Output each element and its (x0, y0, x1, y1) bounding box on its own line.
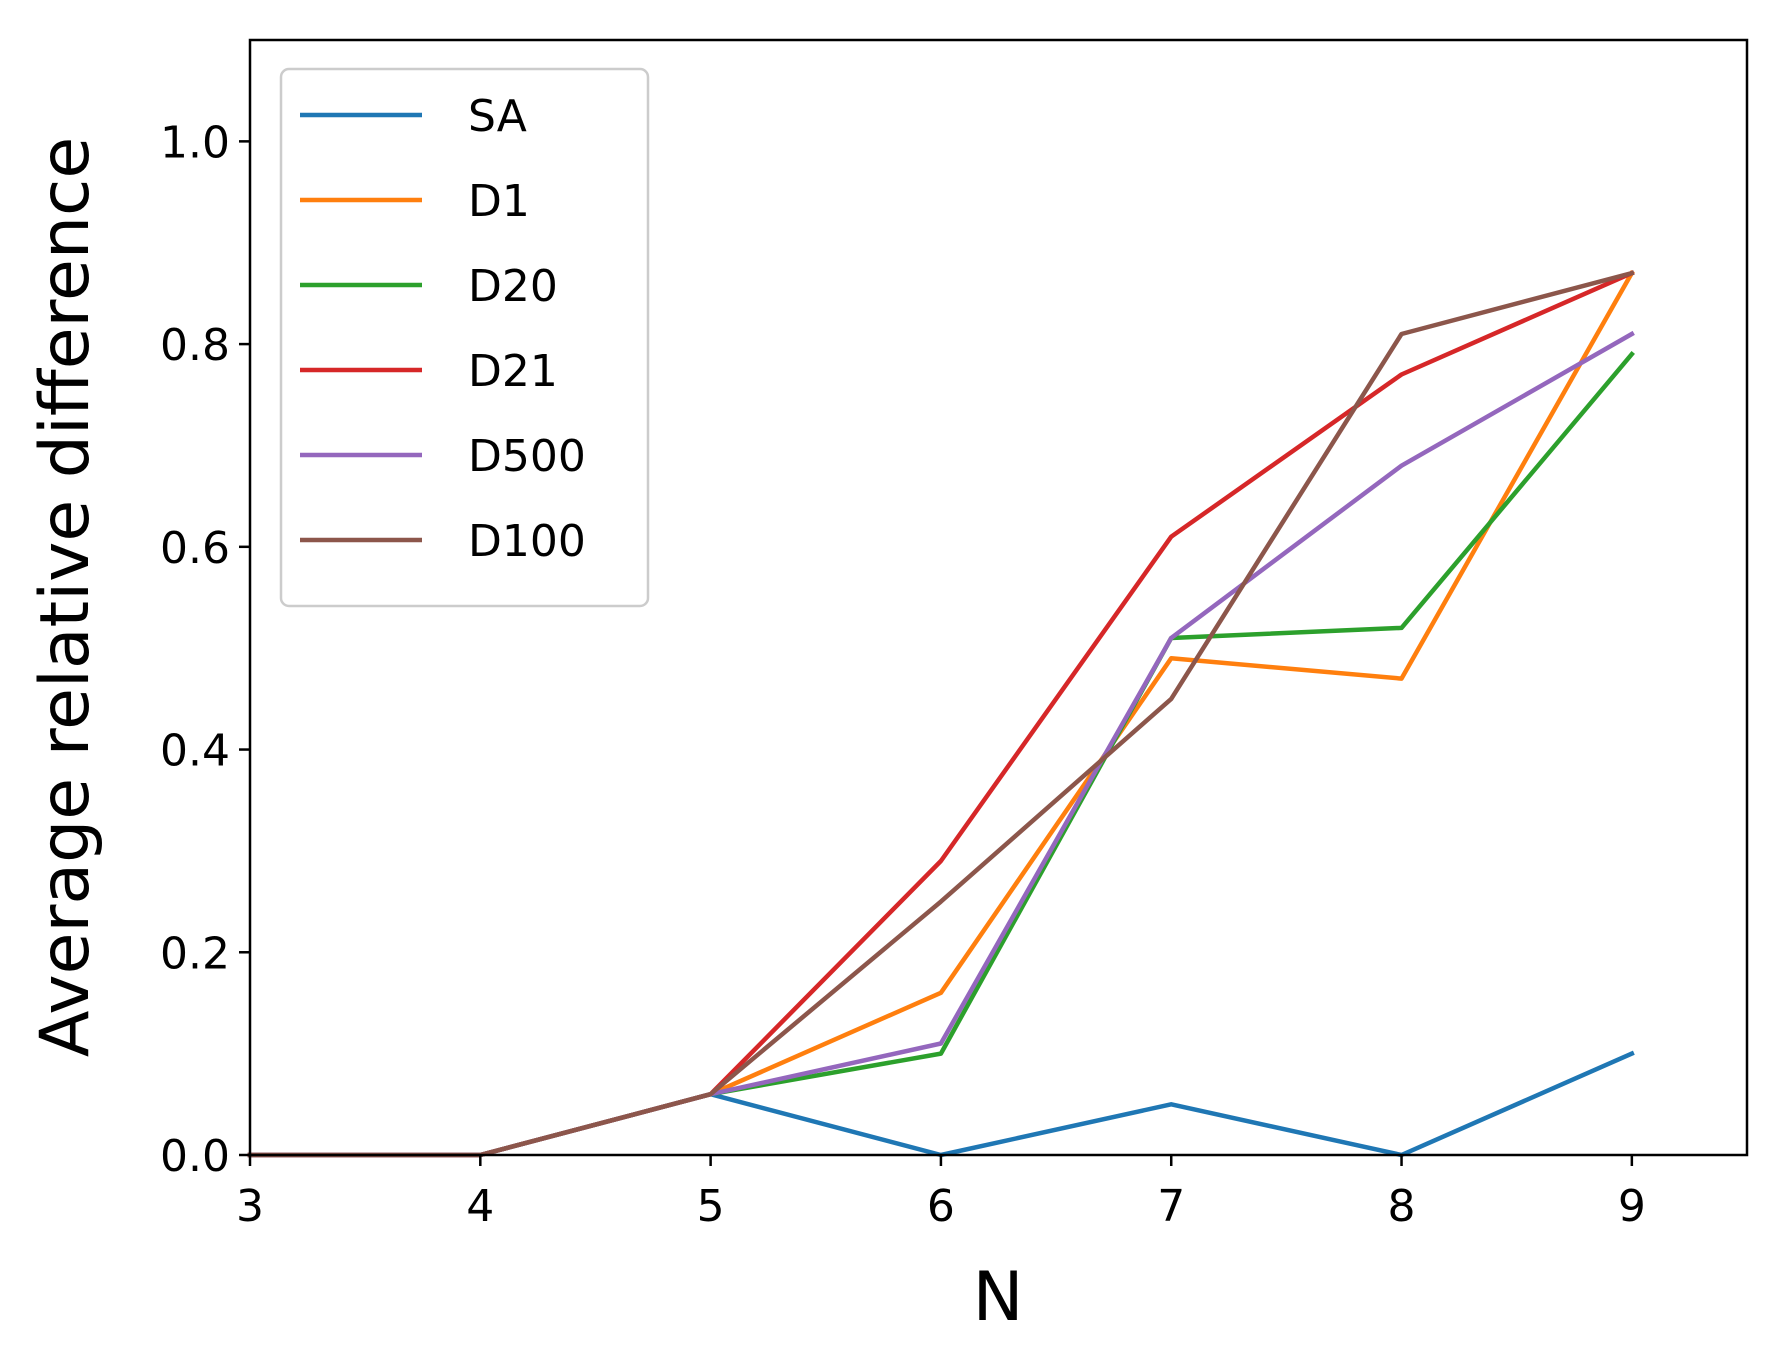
y-tick-label: 0.8 (160, 320, 230, 371)
legend-label-d100: D100 (468, 516, 586, 567)
y-axis: 0.0 0.2 0.4 0.6 0.8 1.0 (160, 117, 250, 1182)
x-tick-label: 3 (236, 1181, 264, 1232)
legend-box (279, 67, 650, 608)
x-tick-label: 6 (927, 1181, 955, 1232)
legend-items: SA D1 D20 D21 D500 D100 (300, 91, 586, 567)
legend-label-d500: D500 (468, 431, 586, 482)
legend-label-d1: D1 (468, 176, 530, 227)
y-tick-label: 0.4 (160, 726, 230, 777)
x-axis: 3 4 5 6 7 8 9 (236, 1155, 1646, 1232)
x-tick-label: 4 (466, 1181, 494, 1232)
plot-frame (248, 38, 1749, 1157)
y-tick-label: 0.2 (160, 928, 230, 979)
legend-label-sa: SA (468, 91, 527, 142)
y-tick-label: 1.0 (160, 117, 230, 168)
legend-label-d20: D20 (468, 261, 558, 312)
legend: SA D1 D20 D21 D500 D100 (279, 67, 650, 608)
x-tick-label: 9 (1618, 1181, 1646, 1232)
x-tick-label: 5 (697, 1181, 725, 1232)
x-axis-title: N (973, 1258, 1024, 1337)
x-tick-label: 8 (1388, 1181, 1416, 1232)
y-tick-label: 0.6 (160, 523, 230, 574)
legend-label-d21: D21 (468, 346, 558, 397)
x-tick-label: 7 (1157, 1181, 1185, 1232)
y-tick-label: 0.0 (160, 1131, 230, 1182)
y-axis-title: Average relative difference (26, 137, 105, 1057)
